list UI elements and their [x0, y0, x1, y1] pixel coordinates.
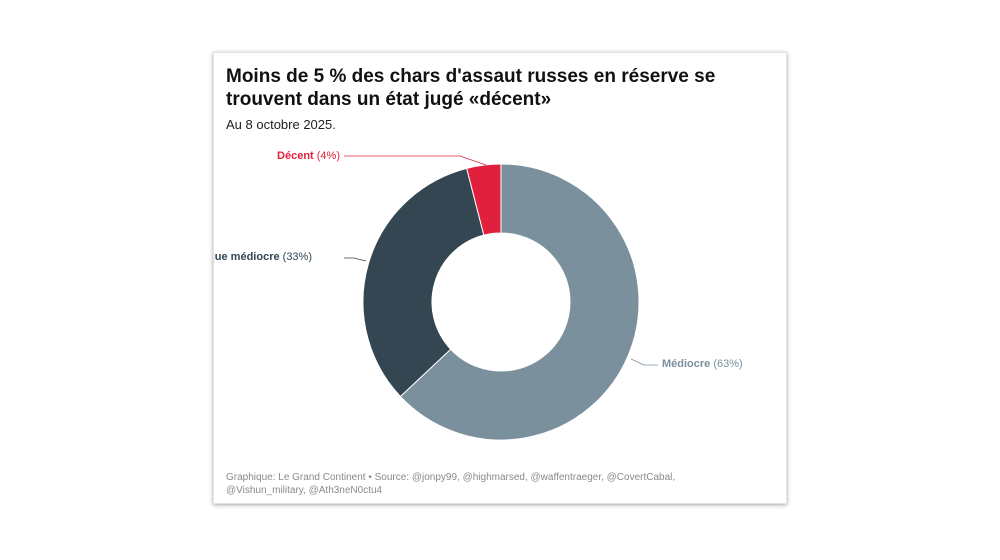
- leader-line: [344, 155, 487, 166]
- donut-chart: Médiocre (63%) Pire que médiocre (33%) Déc…: [214, 150, 743, 441]
- slice-label-percent: (33%): [283, 251, 312, 263]
- slice-labels: Médiocre (63%) Pire que médiocre (33%) Déc…: [214, 150, 743, 370]
- chart-card: Moins de 5 % des chars d'assaut russes e…: [213, 52, 787, 504]
- label-leaders: [344, 155, 658, 366]
- slice-label-name: Médiocre: [662, 358, 713, 370]
- slice-label: Médiocre (63%): [662, 358, 743, 370]
- chart-title: Moins de 5 % des chars d'assaut russes e…: [226, 66, 716, 110]
- slice-décent: [466, 163, 502, 236]
- slice-médiocre: [399, 163, 640, 441]
- leader-line: [630, 358, 658, 366]
- slice-label: Décent (4%): [277, 150, 340, 162]
- slice-pire-que-médiocre: [362, 167, 485, 398]
- leader-line: [344, 257, 367, 262]
- slice-label-name: Décent: [277, 150, 317, 162]
- slice-label: Pire que médiocre (33%): [214, 251, 312, 263]
- slice-label-name: Pire que médiocre: [214, 251, 283, 263]
- chart-subtitle: Au 8 octobre 2025.: [226, 117, 336, 132]
- donut-slices: [362, 163, 640, 441]
- slice-label-percent: (63%): [713, 358, 742, 370]
- slice-label-percent: (4%): [317, 150, 340, 162]
- chart-source-note: Graphique: Le Grand Continent • Source: …: [226, 472, 676, 496]
